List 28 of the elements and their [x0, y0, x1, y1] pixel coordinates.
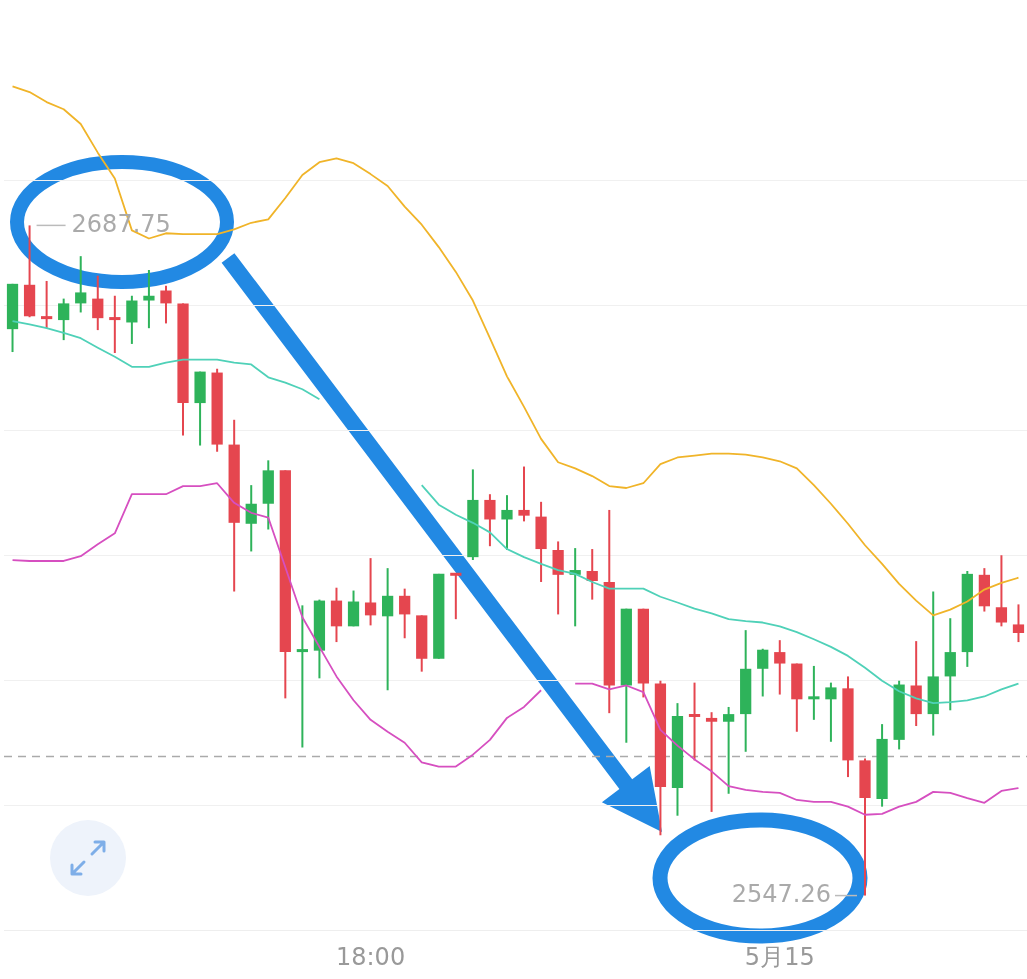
candlestick: [143, 269, 155, 330]
candlestick: [160, 284, 172, 325]
candlestick: [58, 297, 70, 342]
candlestick: [586, 548, 598, 601]
candlestick: [41, 279, 53, 330]
candlestick: [450, 572, 462, 621]
x-tick-label: 5月15: [744, 942, 815, 971]
candlestick: [399, 587, 411, 640]
candlestick: [382, 567, 394, 692]
candlestick: [109, 294, 121, 354]
candlestick: [1012, 603, 1025, 644]
candlestick: [688, 681, 701, 762]
candlestick: [995, 554, 1008, 628]
candlestick: [75, 255, 87, 314]
candlestick: [518, 465, 530, 523]
x-tick-label: 18:00: [335, 942, 406, 971]
candlestick: [825, 681, 837, 743]
candlestick: [757, 647, 769, 698]
candlestick: [808, 664, 820, 721]
candlestick: [705, 711, 718, 813]
candlestick: [296, 604, 308, 749]
candlestick: [92, 274, 104, 332]
candlestick: [126, 294, 138, 345]
candlestick: [484, 493, 496, 548]
candlestick: [364, 557, 377, 627]
candlestick: [723, 705, 735, 795]
candlestick: [774, 639, 786, 696]
annotation: 2547.26: [731, 879, 832, 908]
